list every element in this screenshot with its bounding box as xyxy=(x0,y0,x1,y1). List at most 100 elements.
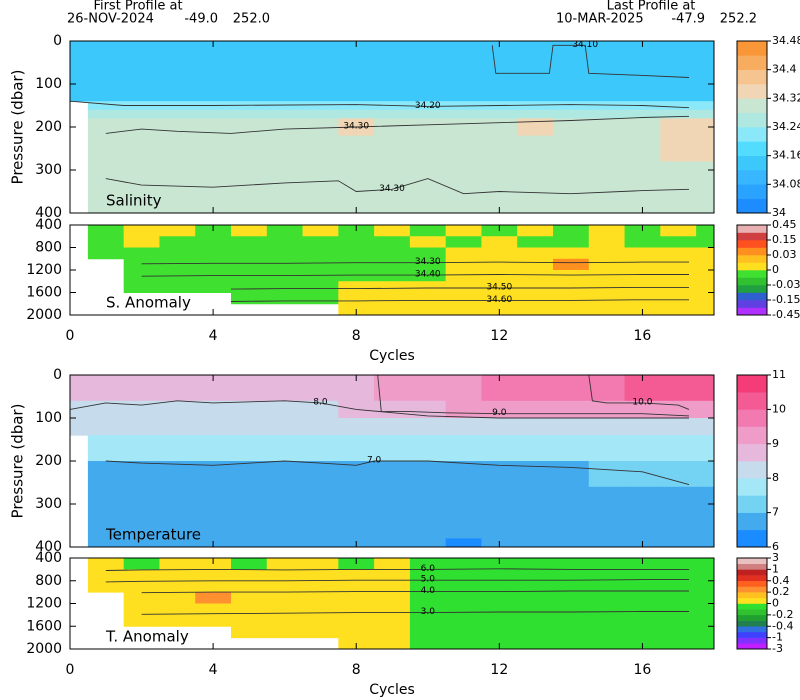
heatmap-cell xyxy=(195,603,232,616)
heatmap-cell xyxy=(302,41,339,85)
heatmap-cell xyxy=(123,558,160,570)
heatmap-cell xyxy=(553,603,590,616)
heatmap-cell xyxy=(374,626,411,639)
heatmap-cell xyxy=(517,626,554,639)
heatmap-cell xyxy=(553,569,590,582)
x-tick-label: 4 xyxy=(209,662,218,678)
colorbar-segment xyxy=(737,232,767,241)
panel-title: T. Anomaly xyxy=(105,628,189,646)
contour-line xyxy=(230,286,689,290)
contour-line xyxy=(377,374,690,417)
contour-line xyxy=(230,299,689,302)
colorbar-tick-label: -0.2 xyxy=(772,608,793,621)
heatmap-cell xyxy=(588,292,626,305)
colorbar-tick-label: 10 xyxy=(772,402,786,415)
y-tick-label: 1200 xyxy=(26,262,62,278)
heatmap-cell xyxy=(517,41,554,85)
heatmap-cell xyxy=(231,41,268,85)
heatmap-cell xyxy=(553,41,590,85)
heatmap-cell xyxy=(696,135,715,162)
contour-label: 34.30 xyxy=(343,122,369,132)
heatmap-cell xyxy=(517,303,554,316)
heatmap-cell xyxy=(195,418,232,436)
heatmap-cell xyxy=(231,258,268,271)
heatmap-cell xyxy=(374,418,411,436)
colorbar-segment xyxy=(737,392,767,410)
heatmap-cell xyxy=(159,452,196,462)
heatmap-cell xyxy=(409,614,447,627)
colorbar-tick-label: -1 xyxy=(772,631,783,644)
heatmap-cell xyxy=(624,452,661,462)
heatmap-cell xyxy=(445,270,482,282)
heatmap-cell xyxy=(159,258,196,271)
heatmap-cell xyxy=(696,538,715,548)
heatmap-cell xyxy=(409,41,447,85)
colorbar-tick-label: 8 xyxy=(772,471,779,484)
x-tick-label: 16 xyxy=(634,662,652,678)
heatmap-cell xyxy=(195,592,232,604)
contour-label: 7.0 xyxy=(367,456,382,466)
heatmap-cell xyxy=(624,626,661,639)
last-profile-lon: 252.2 xyxy=(720,12,757,27)
heatmap-cell xyxy=(302,281,339,293)
heatmap-cell xyxy=(517,603,554,616)
heatmap-cell xyxy=(481,592,518,604)
heatmap-cell xyxy=(553,452,590,462)
heatmap-cell xyxy=(123,161,160,214)
colorbar-segment xyxy=(737,255,767,263)
heatmap-cell xyxy=(302,109,339,119)
heatmap-cell xyxy=(696,292,715,305)
heatmap-cell xyxy=(302,626,339,639)
heatmap-cell xyxy=(660,101,697,111)
heatmap-cell xyxy=(266,281,304,293)
heatmap-cell xyxy=(660,558,697,570)
heatmap-cell xyxy=(517,101,554,111)
heatmap-cell xyxy=(660,270,697,282)
heatmap-cell xyxy=(266,247,304,260)
heatmap-cell xyxy=(517,375,554,402)
heatmap-cell xyxy=(588,435,626,453)
heatmap-cell xyxy=(266,258,304,271)
heatmap-cell xyxy=(481,569,518,582)
colorbar-segment xyxy=(737,184,767,199)
heatmap-cell xyxy=(588,41,626,85)
contour-label: 5.0 xyxy=(421,575,436,585)
colorbar-tick-label: -0.4 xyxy=(772,619,793,632)
heatmap-cell xyxy=(660,375,697,402)
colorbar-segment xyxy=(737,614,767,621)
heatmap-cell xyxy=(445,603,482,616)
heatmap-cell xyxy=(517,452,554,462)
colorbar-segment xyxy=(737,563,767,570)
heatmap-cell xyxy=(159,84,196,102)
heatmap-cell xyxy=(660,626,697,639)
heatmap-cell xyxy=(409,118,447,137)
heatmap-cell xyxy=(87,247,125,260)
heatmap-cell xyxy=(409,303,447,316)
heatmap-cell xyxy=(409,281,447,293)
heatmap-cell xyxy=(553,626,590,639)
colorbar-tick-label: 34.24 xyxy=(772,120,800,133)
heatmap-cell xyxy=(696,375,715,402)
heatmap-cell xyxy=(302,603,339,616)
heatmap-cell xyxy=(374,41,411,85)
heatmap-cell xyxy=(266,101,304,111)
colorbar-segment xyxy=(737,285,767,293)
heatmap-cell xyxy=(624,603,661,616)
heatmap-cell xyxy=(588,375,626,402)
heatmap-cell xyxy=(231,109,268,119)
heatmap-cell xyxy=(87,452,125,462)
heatmap-cell xyxy=(374,486,411,539)
heatmap-cell xyxy=(87,135,125,162)
y-tick-label: 1600 xyxy=(26,618,62,634)
heatmap-cell xyxy=(409,418,447,436)
x-tick-label: 12 xyxy=(490,328,508,344)
heatmap-cell xyxy=(302,486,339,539)
heatmap-cell xyxy=(231,461,268,488)
heatmap-cell xyxy=(302,435,339,453)
last-profile-label: Last Profile at xyxy=(607,0,696,14)
heatmap-cell xyxy=(195,118,232,137)
heatmap-cell xyxy=(231,135,268,162)
heatmap-cell xyxy=(195,109,232,119)
heatmap-cell xyxy=(231,118,268,137)
